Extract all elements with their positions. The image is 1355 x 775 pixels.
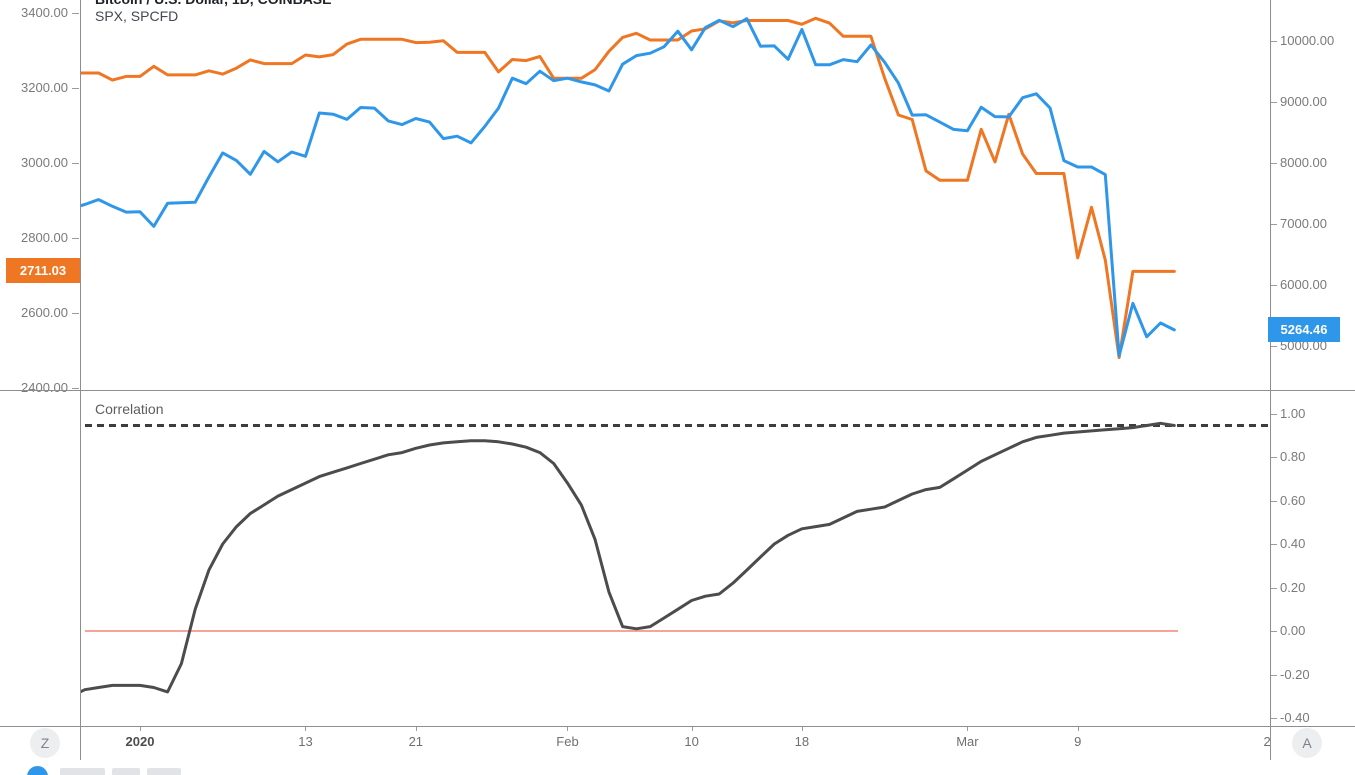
auto-scale-button[interactable]: A — [1292, 728, 1322, 758]
right-scale-border — [1270, 0, 1271, 760]
axis-tick-mark — [1270, 457, 1277, 458]
attribution-footer — [0, 760, 1355, 775]
axis-tick-label: 2400.00 — [21, 380, 68, 395]
time-axis-tick — [801, 726, 803, 731]
time-axis-tick — [140, 726, 141, 731]
time-axis-label: 10 — [684, 734, 699, 749]
time-axis-label: 13 — [298, 734, 313, 749]
axis-tick-label: 0.80 — [1280, 449, 1306, 464]
btc-line[interactable] — [69, 17, 1176, 358]
time-axis-tick — [305, 726, 307, 731]
axis-tick-label: 0.20 — [1280, 579, 1306, 595]
axis-tick-mark — [1270, 346, 1277, 347]
axis-tick-label: 3400.00 — [21, 5, 68, 20]
axis-tick-label: 7000.00 — [1280, 216, 1327, 231]
axis-tick-label: 9000.00 — [1280, 94, 1327, 109]
axis-tick-mark — [1270, 718, 1277, 719]
axis-tick-mark — [1270, 285, 1277, 286]
footer-ghost-text — [60, 768, 105, 775]
pane-divider[interactable] — [0, 390, 1355, 391]
axis-tick-label: 3200.00 — [21, 80, 68, 95]
time-scale[interactable]: 20201321Feb1018Mar923 — [0, 726, 1355, 760]
time-axis-label: Feb — [556, 734, 579, 749]
axis-tick-mark — [1270, 587, 1277, 589]
axis-tick-mark — [1270, 163, 1277, 164]
time-axis-label: Mar — [956, 734, 979, 749]
axis-tick-mark — [1270, 674, 1277, 676]
time-axis-tick — [415, 726, 417, 731]
axis-tick-mark — [1270, 102, 1277, 103]
axis-tick-mark — [1270, 544, 1277, 545]
time-scale-border-top — [0, 726, 1355, 727]
spx-last-price-badge: 2711.03 — [6, 258, 80, 284]
time-axis-label: 18 — [794, 734, 810, 749]
time-axis-tick — [691, 726, 693, 731]
spx-line[interactable] — [69, 16, 1176, 360]
axis-tick-mark — [72, 313, 79, 314]
main-series-title[interactable]: Bitcoin / U.S. Dollar, 1D, COINBASE — [95, 0, 331, 8]
axis-tick-label: 0.00 — [1280, 623, 1306, 638]
axis-tick-label: 0.40 — [1280, 536, 1306, 551]
time-axis-tick — [567, 726, 569, 731]
axis-tick-label: 2800.00 — [21, 230, 68, 245]
time-axis-label: 9 — [1074, 734, 1082, 749]
timezone-button[interactable]: Z — [30, 728, 60, 758]
axis-tick-mark — [72, 163, 79, 164]
btc-last-price-badge: 5264.46 — [1268, 316, 1340, 342]
right-price-scale[interactable]: 10000.00 9000.00 8000.00 7000.00 6000.00 5000… — [1270, 0, 1355, 760]
overlay-series-title[interactable]: SPX, SPCFD — [95, 8, 179, 24]
footer-ghost-text — [112, 768, 140, 775]
axis-tick-mark — [1270, 41, 1277, 42]
axis-tick-mark — [72, 238, 79, 239]
axis-tick-mark — [72, 388, 79, 389]
footer-ghost-text — [147, 768, 181, 775]
time-axis-tick — [967, 726, 969, 731]
correlation-indicator-legend[interactable]: Correlation — [95, 401, 164, 417]
axis-tick-mark — [1270, 631, 1277, 632]
axis-tick-mark — [1270, 224, 1277, 225]
left-price-scale[interactable]: 3400.00 3200.00 3000.00 2800.00 2600.00 2400.… — [0, 0, 80, 760]
axis-tick-label: 3000.00 — [21, 155, 68, 170]
time-axis-label: 21 — [408, 734, 424, 749]
time-axis-tick — [1077, 726, 1079, 731]
axis-tick-label: 6000.00 — [1280, 277, 1327, 292]
axis-tick-label: 0.60 — [1280, 492, 1306, 508]
axis-tick-label: 1.00 — [1280, 405, 1306, 421]
axis-tick-label: 2600.00 — [21, 305, 68, 320]
axis-tick-label: 10000.00 — [1280, 33, 1335, 48]
left-scale-border — [80, 0, 81, 760]
tradingview-logo-icon[interactable] — [27, 766, 48, 775]
axis-tick-label: 8000.00 — [1280, 155, 1327, 170]
axis-tick-mark — [72, 88, 79, 89]
axis-tick-mark — [1270, 413, 1277, 415]
main-series-legend[interactable]: Bitcoin / U.S. Dollar, 1D, COINBASE SPX,… — [95, 0, 331, 25]
time-axis-label: 2020 — [125, 734, 155, 749]
axis-tick-label: -0.40 — [1280, 710, 1310, 725]
correlation-line[interactable] — [69, 421, 1176, 698]
axis-tick-mark — [1270, 500, 1277, 502]
axis-tick-mark — [72, 13, 79, 14]
axis-tick-label: -0.20 — [1280, 666, 1310, 682]
